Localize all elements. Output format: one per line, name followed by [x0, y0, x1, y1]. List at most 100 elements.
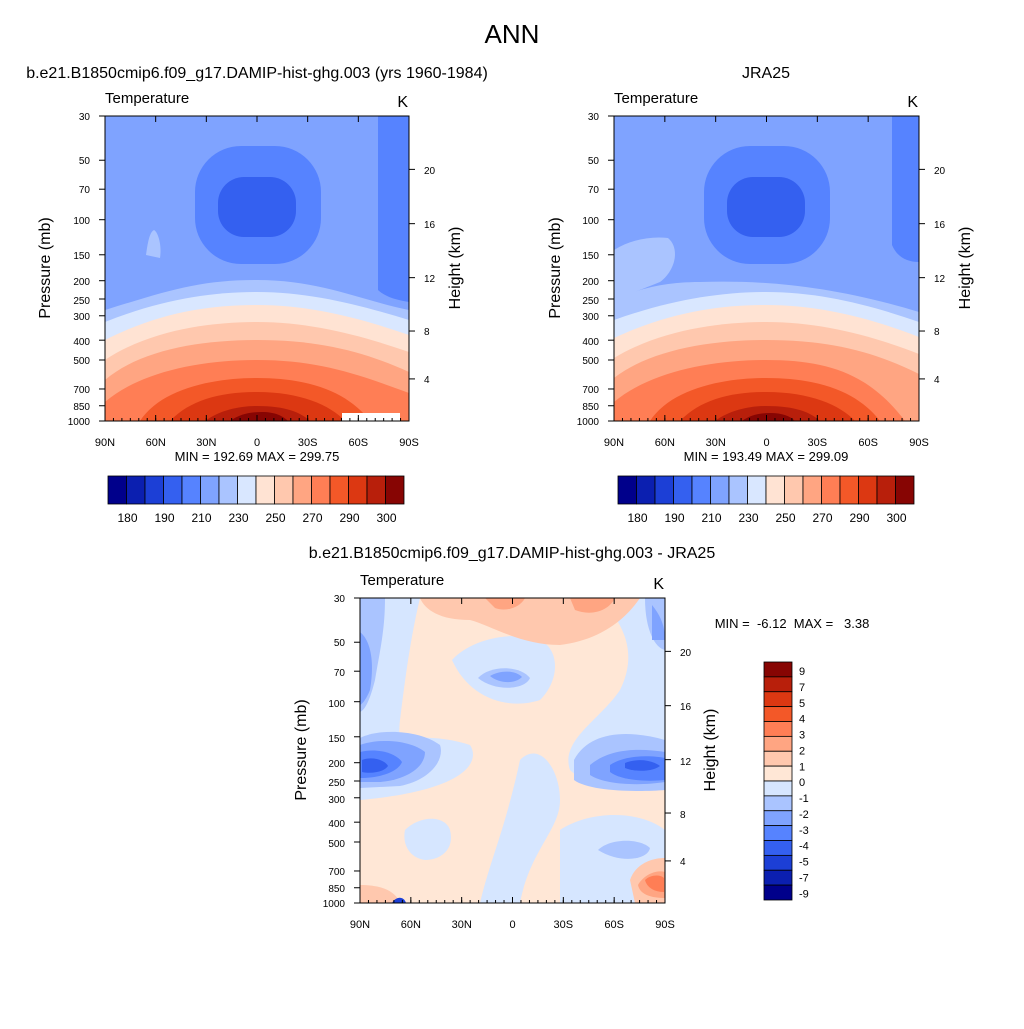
contour-band	[727, 177, 805, 237]
y-tick-label: 250	[73, 296, 90, 307]
x-tick-label: 30N	[452, 919, 472, 931]
y-tick-label: 150	[328, 734, 345, 745]
contour-field	[360, 598, 665, 903]
x-tick-label: 90S	[655, 919, 675, 931]
colorbar-swatch	[765, 475, 785, 505]
y2-tick-label: 4	[424, 375, 430, 386]
contour-band	[625, 760, 660, 771]
y-tick-label: 850	[328, 884, 345, 895]
colorbar-swatch	[255, 475, 275, 505]
colorbar-swatch	[858, 475, 878, 505]
contour-band	[146, 230, 161, 258]
x-axis: 90N 60N 30N 0 30S 60S 90S	[350, 919, 675, 931]
x-tick-label: 0	[763, 437, 769, 449]
contour-band	[598, 840, 650, 859]
tick-marks	[354, 597, 671, 904]
min-max-label: MIN = -6.12 MAX = 3.38	[715, 616, 870, 631]
colorbar-labels: 180 190 210 230 250 270 290 300	[117, 511, 396, 525]
x-tick-label: 60N	[146, 437, 166, 449]
colorbar-swatch	[710, 475, 730, 505]
colorbar-swatch	[691, 475, 711, 505]
contour-band	[378, 116, 409, 302]
y2-tick-label: 8	[680, 810, 686, 821]
colorbar-label: 250	[775, 511, 795, 525]
y-tick-label: 300	[582, 312, 599, 323]
colorbar-swatch	[802, 475, 822, 505]
x-tick-label: 30S	[298, 437, 318, 449]
colorbar-label: -9	[799, 888, 809, 900]
colorbar-swatch	[237, 475, 257, 505]
x-tick-label: 60N	[401, 919, 421, 931]
colorbar-swatch	[763, 884, 793, 901]
x-axis: 90N 60N 30N 0 30S 60S 90S	[95, 437, 419, 449]
x-tick-label: 60S	[604, 919, 624, 931]
colorbar-label: 1	[799, 761, 805, 773]
y-tick-label: 400	[582, 337, 599, 348]
colorbar-swatch	[895, 475, 915, 505]
y-tick-label: 700	[328, 867, 345, 878]
panel-title: JRA25	[742, 65, 790, 82]
contour-band	[614, 237, 675, 298]
contour-band	[652, 605, 665, 640]
y2-axis-title: Height (km)	[702, 709, 719, 792]
y-tick-label: 500	[582, 356, 599, 367]
y2-tick-label: 12	[424, 274, 436, 285]
x-tick-label: 90S	[399, 437, 419, 449]
x-tick-label: 60S	[349, 437, 369, 449]
x-tick-label: 90N	[350, 919, 370, 931]
colorbar-label: 4	[799, 714, 805, 726]
colorbar-swatch	[673, 475, 693, 505]
y-tick-label: 30	[334, 594, 346, 605]
colorbar-label: 190	[154, 511, 174, 525]
y-tick-label: 300	[328, 795, 345, 806]
y-tick-label: 400	[328, 819, 345, 830]
x-tick-label: 30N	[706, 437, 726, 449]
x-tick-label: 90N	[604, 437, 624, 449]
contour-band	[480, 753, 560, 903]
y-tick-label: 500	[328, 839, 345, 850]
left-label: Temperature	[614, 90, 698, 107]
y2-tick-label: 4	[680, 857, 686, 868]
colorbar-swatch	[763, 661, 793, 678]
y-tick-label: 400	[73, 337, 90, 348]
colorbar-swatch	[763, 765, 793, 782]
y2-tick-label: 20	[680, 648, 692, 659]
y-tick-label: 200	[328, 759, 345, 770]
y2-tick-label: 12	[680, 757, 692, 768]
y-tick-label: 70	[334, 668, 346, 679]
y2-axis-title: Height (km)	[447, 227, 464, 310]
colorbar-label: 250	[265, 511, 285, 525]
x-tick-label: 0	[509, 919, 515, 931]
y-axis-title: Pressure (mb)	[547, 217, 564, 318]
colorbar-label: -7	[799, 872, 809, 884]
x-tick-label: 90N	[95, 437, 115, 449]
min-max-label: MIN = 193.49 MAX = 299.09	[684, 449, 849, 464]
y-tick-label: 200	[582, 277, 599, 288]
colorbar-swatch	[636, 475, 656, 505]
contour-band	[360, 885, 400, 903]
colorbar-swatch	[107, 475, 127, 505]
colorbar-label: 230	[228, 511, 248, 525]
y2-tick-label: 4	[934, 375, 940, 386]
y-tick-label: 250	[328, 778, 345, 789]
y-tick-label: 1000	[577, 417, 600, 428]
contour-band	[892, 116, 919, 262]
units-label: K	[653, 576, 664, 593]
y2-axis: 20 16 12 8 4 Height (km)	[424, 166, 464, 386]
colorbar-label: -4	[799, 841, 809, 853]
y-tick-label: 100	[73, 216, 90, 227]
colorbar-swatch	[144, 475, 164, 505]
y2-tick-label: 20	[934, 166, 946, 177]
colorbar-label: -2	[799, 809, 809, 821]
y-tick-label: 50	[588, 156, 600, 167]
colorbar-swatch	[311, 475, 331, 505]
colorbar-swatch	[329, 475, 349, 505]
y2-axis: 20 16 12 8 4 Height (km)	[934, 166, 974, 386]
x-tick-label: 60S	[858, 437, 878, 449]
colorbar-label: 7	[799, 682, 805, 694]
colorbar-swatch	[763, 825, 793, 841]
y-tick-label: 250	[582, 296, 599, 307]
colorbar-swatch	[366, 475, 386, 505]
colorbar-label: 290	[849, 511, 869, 525]
